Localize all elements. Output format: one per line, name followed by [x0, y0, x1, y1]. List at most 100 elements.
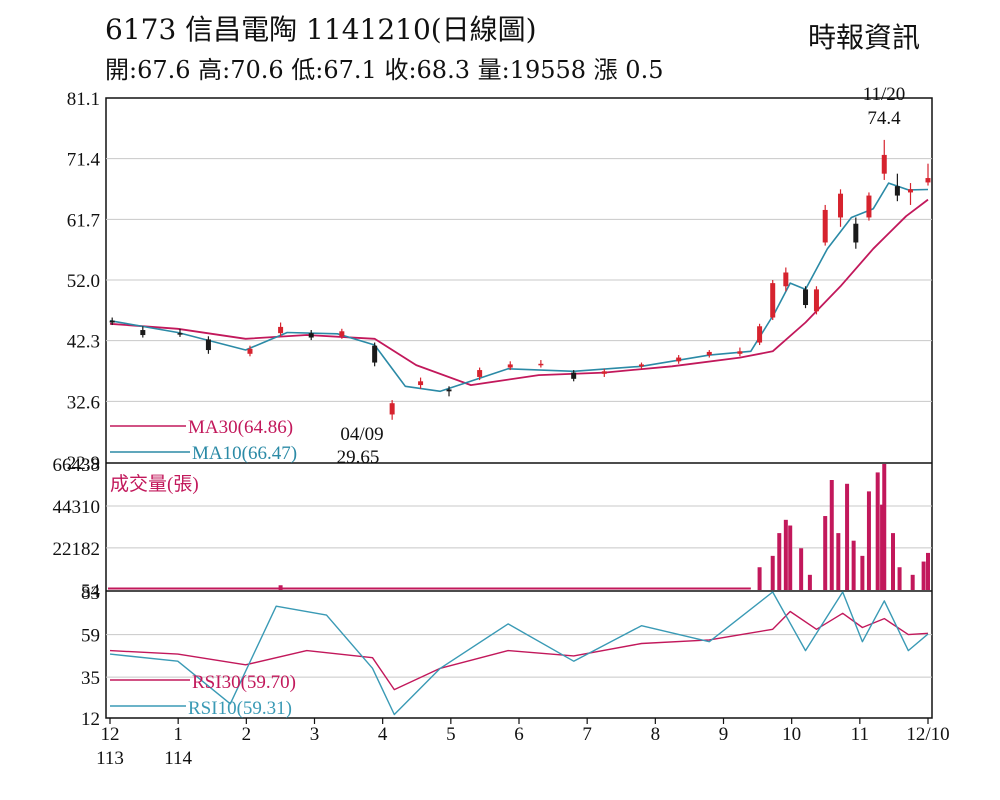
volume-bar [926, 552, 930, 590]
volume-bar [783, 519, 788, 590]
candle-body [308, 333, 314, 338]
x-tick-label: 4 [378, 724, 388, 745]
volume-bar [891, 533, 896, 590]
price-y-tick: 22.9 [67, 453, 100, 474]
candle-body [866, 195, 872, 218]
high-price-label: 74.4 [867, 108, 901, 129]
volume-bar [823, 516, 828, 590]
volume-bar [860, 555, 865, 590]
candle-body [446, 389, 452, 392]
x-tick-label: 12/10 [906, 724, 949, 745]
candle-body [571, 372, 577, 379]
price-y-tick: 52.0 [67, 271, 100, 292]
x-tick-label: 8 [651, 724, 661, 745]
x-tick-label: 6 [514, 724, 524, 745]
price-y-tick: 81.1 [67, 89, 100, 110]
gridlines [106, 158, 932, 678]
volume-bar [921, 561, 926, 590]
x-tick-label: 3 [310, 724, 320, 745]
volume-bar [875, 472, 880, 590]
rsi10-legend-label: RSI10(59.31) [188, 698, 292, 719]
volume-bar [880, 504, 885, 590]
price-y-tick: 42.3 [67, 332, 100, 353]
price-y-tick: 32.6 [67, 392, 100, 413]
x-tick-label: 2 [242, 724, 252, 745]
rsi30-legend-label: RSI30(59.70) [192, 672, 296, 693]
candle-body [601, 371, 607, 374]
x-tick-label: 10 [782, 724, 801, 745]
rsi-y-tick: 12 [81, 709, 100, 730]
candle-body [706, 351, 712, 356]
candlesticks [109, 139, 931, 420]
plot-border [105, 97, 933, 719]
volume-bar [829, 480, 834, 590]
rsi30-line [109, 610, 929, 691]
tick-labels: 81.171.461.752.042.332.622.9664384431022… [53, 89, 950, 769]
ma10-line [109, 182, 929, 393]
volume-bar [845, 483, 850, 590]
rsi10-line [109, 591, 929, 716]
low-date-label: 04/09 [340, 424, 383, 445]
volume-bar [897, 567, 902, 590]
candle-body [770, 283, 776, 318]
x-tick-year: 113 [96, 748, 124, 769]
candle-body [737, 351, 743, 354]
candle-body [507, 364, 513, 368]
volume-bars [108, 464, 930, 590]
rsi-y-tick: 83 [81, 583, 100, 604]
x-tick-label: 11 [851, 724, 869, 745]
volume-title: 成交量(張) [110, 473, 199, 495]
candle-body [676, 357, 682, 362]
volume-y-tick: 22182 [53, 539, 101, 560]
candle-body [418, 381, 424, 386]
candle-body [278, 326, 284, 334]
high-date-label: 11/20 [863, 84, 906, 105]
volume-bar [851, 540, 856, 590]
volume-bar [757, 567, 762, 590]
ma30-legend-label: MA30(64.86) [188, 417, 293, 438]
low-price-label: 29.65 [337, 447, 380, 468]
candle-body [477, 370, 483, 377]
x-tick-label: 1 [173, 724, 183, 745]
rsi-y-tick: 35 [81, 668, 100, 689]
volume-bar [866, 491, 871, 590]
candle-body [894, 186, 900, 196]
volume-bar [882, 464, 887, 590]
volume-y-tick: 44310 [53, 497, 101, 518]
volume-bar [278, 585, 283, 590]
candle-body [140, 330, 146, 336]
volume-bar [777, 533, 782, 590]
volume-y-tick: 66438 [53, 455, 101, 476]
ma10-legend-label: MA10(66.47) [192, 443, 297, 464]
candle-body [339, 331, 345, 337]
candle-body [372, 345, 378, 363]
candle-body [638, 364, 644, 367]
candle-body [881, 154, 887, 174]
x-tick-label: 9 [719, 724, 729, 745]
candle-body [803, 289, 809, 306]
candle-body [109, 320, 115, 323]
rsi-y-tick: 59 [81, 626, 100, 647]
price-y-tick: 61.7 [67, 210, 100, 231]
rsi-lines [109, 591, 929, 716]
x-tick-label: 5 [446, 724, 456, 745]
data-source: 時報資訊 [808, 21, 921, 54]
chart-frame [105, 97, 933, 719]
price-y-tick: 71.4 [67, 150, 101, 171]
candle-body [389, 403, 395, 415]
candle-body [757, 326, 763, 343]
x-tick-year: 114 [164, 748, 192, 769]
volume-bar [799, 548, 804, 590]
chart-title: 6173 信昌電陶 1141210(日線圖) [105, 13, 537, 46]
candle-body [908, 189, 914, 193]
candle-body [822, 209, 828, 243]
candle-body [838, 193, 844, 218]
daily-quote: 開:67.6 高:70.6 低:67.1 收:68.3 量:19558 漲 0.… [105, 56, 664, 84]
candle-body [538, 363, 544, 366]
candle-body [925, 178, 931, 183]
volume-bar [788, 525, 793, 590]
candle-body [247, 348, 253, 354]
candle-body [813, 289, 819, 312]
candle-body [177, 333, 183, 335]
